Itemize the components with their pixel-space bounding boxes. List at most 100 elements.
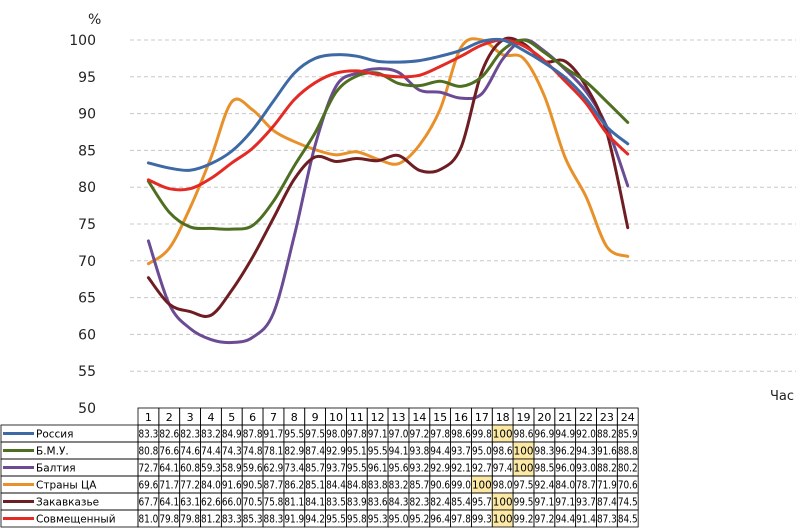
data-label: 93.8	[409, 446, 429, 458]
data-label: 100	[493, 514, 513, 526]
data-label: 82.3	[409, 497, 429, 509]
data-label: 71.9	[597, 480, 617, 492]
data-label: 71.7	[159, 480, 179, 492]
data-label: 78.1	[264, 446, 284, 458]
y-tick-label: 75	[78, 217, 96, 233]
data-label: 96.4	[430, 514, 450, 526]
data-label: 81.2	[201, 514, 221, 526]
legend-label: Россия	[36, 429, 73, 441]
data-label: 97.1	[368, 429, 388, 441]
data-label: 99.3	[472, 514, 492, 526]
data-label: 74.4	[201, 446, 221, 458]
data-label: 98.5	[534, 463, 554, 475]
x-tick-label: 13	[392, 411, 406, 424]
data-label: 96.9	[534, 429, 554, 441]
data-label: 87.4	[597, 497, 617, 509]
legend-label: Балтия	[36, 463, 76, 475]
data-label: 96.2	[555, 446, 575, 458]
data-label: 84.9	[222, 429, 242, 441]
data-label: 73.4	[284, 463, 304, 475]
data-label: 82.3	[180, 429, 200, 441]
x-tick-label: 6	[249, 411, 256, 424]
data-label: 67.7	[139, 497, 159, 509]
data-label: 79.8	[159, 514, 179, 526]
data-label: 87.7	[264, 480, 284, 492]
data-label: 59.3	[201, 463, 221, 475]
data-label: 85.9	[618, 429, 638, 441]
data-label: 83.3	[139, 429, 159, 441]
data-label: 98.0	[493, 480, 513, 492]
data-label: 83.5	[326, 497, 346, 509]
data-label: 93.7	[326, 463, 346, 475]
x-tick-label: 20	[537, 411, 551, 424]
data-label: 80.8	[139, 446, 159, 458]
data-label: 70.6	[618, 480, 638, 492]
data-label: 84.0	[555, 480, 575, 492]
data-label: 92.1	[451, 463, 471, 475]
data-label: 92.9	[430, 463, 450, 475]
data-label: 84.5	[618, 514, 638, 526]
data-label: 85.3	[243, 514, 263, 526]
data-label: 92.7	[472, 463, 492, 475]
data-label: 94.9	[555, 429, 575, 441]
x-tick-label: 16	[454, 411, 468, 424]
data-label: 99.5	[514, 497, 534, 509]
data-label: 97.5	[514, 480, 534, 492]
data-label: 74.3	[222, 446, 242, 458]
data-label: 84.1	[305, 497, 325, 509]
peak-highlight	[492, 493, 514, 510]
data-label: 74.5	[618, 497, 638, 509]
data-label: 98.3	[534, 446, 554, 458]
data-label: 95.5	[347, 463, 367, 475]
data-label: 83.3	[222, 514, 242, 526]
data-label: 95.3	[368, 514, 388, 526]
series-lines	[146, 36, 630, 345]
data-label: 82.6	[159, 429, 179, 441]
x-tick-label: 24	[621, 411, 635, 424]
data-label: 91.9	[284, 514, 304, 526]
x-axis-label: Час	[770, 389, 794, 404]
x-tick-label: 5	[228, 411, 235, 424]
x-tick-label: 15	[433, 411, 447, 424]
data-label: 99.2	[514, 514, 534, 526]
data-label: 100	[493, 497, 513, 509]
series-line-1	[146, 37, 630, 172]
data-label: 76.6	[159, 446, 179, 458]
x-tick-label: 22	[579, 411, 593, 424]
data-label: 62.9	[264, 463, 284, 475]
data-label: 97.5	[305, 429, 325, 441]
data-label: 91.4	[576, 514, 596, 526]
data-label: 97.0	[389, 429, 409, 441]
data-label: 85.4	[451, 497, 471, 509]
data-label: 96.0	[555, 463, 575, 475]
data-label: 100	[514, 463, 534, 475]
data-label: 88.8	[618, 446, 638, 458]
x-tick-label: 2	[166, 411, 173, 424]
x-tick-label: 10	[329, 411, 343, 424]
data-label: 82.4	[430, 497, 450, 509]
data-label: 88.2	[597, 429, 617, 441]
y-tick-label: 90	[78, 107, 96, 123]
x-tick-label: 12	[371, 411, 385, 424]
legend-label: Страны ЦА	[36, 480, 97, 492]
data-label: 92.9	[326, 446, 346, 458]
y-tick-label: 60	[78, 327, 96, 343]
data-label: 97.2	[534, 514, 554, 526]
data-label: 100	[472, 480, 492, 492]
y-tick-label: 85	[78, 143, 96, 159]
series-line-5	[146, 36, 630, 318]
data-label: 95.1	[347, 446, 367, 458]
x-tick-label: 14	[412, 411, 426, 424]
data-label: 84.0	[201, 480, 221, 492]
data-label: 69.6	[139, 480, 159, 492]
data-label: 88.3	[264, 514, 284, 526]
x-tick-label: 18	[496, 411, 510, 424]
data-label: 90.5	[243, 480, 263, 492]
data-label: 85.7	[409, 480, 429, 492]
y-tick-label: 80	[78, 180, 96, 196]
series-line-6	[146, 38, 630, 192]
data-label: 98.6	[451, 429, 471, 441]
data-label: 97.8	[451, 514, 471, 526]
table-cell	[616, 509, 639, 528]
data-label: 94.4	[430, 446, 450, 458]
